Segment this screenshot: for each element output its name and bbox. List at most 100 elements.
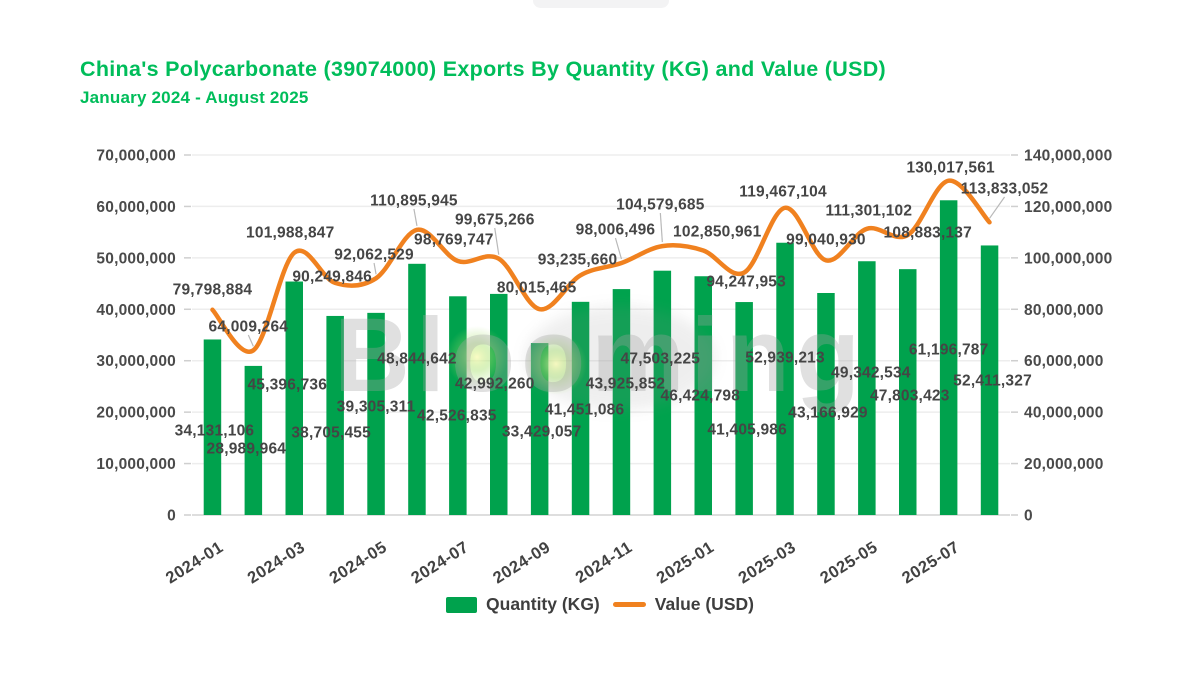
quantity-label-2025-03: 52,939,213 [745,350,825,367]
value-label-2025-06: 108,883,137 [884,225,972,242]
label-leaders [247,196,1006,347]
y-axis-label-right: 120,000,000 [1024,199,1112,216]
quantity-label-2025-02: 41,405,986 [707,422,787,439]
x-axis-label-2025-07: 2025-07 [899,538,963,587]
y-axis-label-right: 0 [1024,508,1033,525]
value-label-2024-05: 92,062,529 [334,247,414,264]
value-label-2024-07: 98,769,747 [414,232,494,249]
leader-line [659,212,663,243]
quantity-label-2025-01: 46,424,798 [660,388,740,405]
x-axis-label-2025-01: 2025-01 [654,538,718,587]
bar-2025-07 [939,200,958,515]
quantity-bar-swatch [446,596,478,613]
x-axis-label-2025-03: 2025-03 [735,538,799,587]
bar-2025-02 [735,302,753,515]
legend-item-value: Value (USD) [612,594,754,615]
bar-2024-04 [326,315,344,515]
value-label-2025-04: 99,040,930 [786,232,866,249]
quantity-label-2024-05: 39,305,311 [337,399,416,416]
quantity-label-2024-02: 28,989,964 [207,441,287,458]
legend-label-quantity: Quantity (KG) [486,594,600,614]
value-labels: 79,798,884 64,009,264 101,988,847 90,249,84… [173,160,1049,336]
watermark-glow [446,326,508,388]
y-axis-label-left: 40,000,000 [96,302,176,319]
leader-line [989,196,1006,219]
quantity-label-2025-08: 52,411,327 [953,373,1032,390]
x-axis-label-2024-11: 2024-11 [572,538,635,587]
y-axis-label-left: 10,000,000 [96,456,176,473]
leader-line [494,227,500,255]
value-line-swatch [612,602,646,607]
bar-2025-05 [858,261,876,515]
value-label-2024-10: 93,235,660 [538,252,618,269]
bar-2024-06 [408,263,426,515]
value-label-2024-01: 79,798,884 [173,282,253,299]
value-label-2025-03: 119,467,104 [739,184,827,201]
quantity-label-2024-06: 48,844,642 [377,351,457,368]
y-axis-label-left: 70,000,000 [96,148,176,165]
value-label-2024-11: 98,006,496 [576,222,656,239]
quantity-label-2024-08: 42,992,260 [455,376,535,393]
value-label-2025-07: 130,017,561 [906,160,995,177]
value-label-2024-04: 90,249,846 [292,269,372,286]
value-label-2024-09: 80,015,465 [497,280,577,297]
value-label-2025-08: 113,833,052 [961,181,1049,198]
x-axis-label-2024-09: 2024-09 [490,538,554,587]
leader-line [373,262,377,275]
quantity-label-2024-07: 42,526,835 [417,408,497,425]
y-axis-label-right: 100,000,000 [1024,250,1112,267]
y-axis-label-left: 20,000,000 [96,405,176,422]
y-axis-label-left: 60,000,000 [96,199,176,216]
y-axis-label-right: 60,000,000 [1024,353,1104,370]
legend: Quantity (KG) Value (USD) [0,594,1200,615]
x-axis-label-2024-03: 2024-03 [245,538,309,587]
bar-2025-04 [817,292,835,515]
quantity-label-2025-06: 47,803,423 [870,388,950,405]
quantity-label-2024-01: 34,131,106 [175,423,255,440]
quantity-label-2024-09: 33,429,057 [502,424,582,441]
value-label-2024-08: 99,675,266 [455,212,535,229]
value-label-2024-02: 64,009,264 [209,319,289,336]
bar-2024-01 [203,339,222,515]
leader-line [614,237,623,260]
bar-2025-03 [776,242,794,515]
quantity-label-2025-05: 49,342,534 [831,365,911,382]
value-label-2025-01: 102,850,961 [673,224,762,241]
value-label-2024-12: 104,579,685 [616,197,705,214]
value-label-2025-05: 111,301,102 [826,203,913,220]
x-axis-label-2025-05: 2025-05 [817,538,881,587]
value-label-2024-06: 110,895,945 [370,193,458,210]
quantity-label-2024-11: 43,925,852 [586,376,666,393]
x-axis-label-2024-05: 2024-05 [326,538,390,587]
value-label-2025-02: 94,247,953 [706,274,786,291]
x-axis-label-2024-07: 2024-07 [408,538,472,587]
y-axis-label-right: 80,000,000 [1024,302,1104,319]
leader-line [413,208,418,226]
bar-2025-06 [899,269,917,515]
bar-2024-03 [285,281,303,515]
y-axis-label-right: 140,000,000 [1024,148,1112,165]
bar-2024-02 [244,365,263,515]
watermark: Blooming [334,297,866,414]
quantity-label-2024-10: 41,451,086 [545,402,625,419]
x-axis-label-2024-01: 2024-01 [163,538,227,587]
chart-subtitle: January 2024 - August 2025 [80,88,309,107]
quantity-label-2024-04: 38,705,455 [291,425,371,442]
value-line [210,178,992,354]
quantity-label-2024-12: 47,503,225 [621,351,701,368]
quantity-label-2024-03: 45,396,736 [247,377,327,394]
y-axis-label-left: 30,000,000 [96,353,176,370]
watermark-text: Blooming [334,297,866,414]
x-axis-labels: 2024-01 2024-03 2024-05 2024-07 2024-09 2024-… [163,538,963,587]
quantity-label-2025-04: 43,166,929 [788,405,868,422]
y-axis-label-left: 0 [167,508,176,525]
y-axis-label-right: 20,000,000 [1024,456,1104,473]
quantity-label-2025-07: 61,196,787 [909,342,989,359]
leader-line [247,334,254,347]
bar-2024-05 [367,312,385,515]
y-axis-label-left: 50,000,000 [96,250,176,267]
legend-item-quantity: Quantity (KG) [446,594,600,615]
